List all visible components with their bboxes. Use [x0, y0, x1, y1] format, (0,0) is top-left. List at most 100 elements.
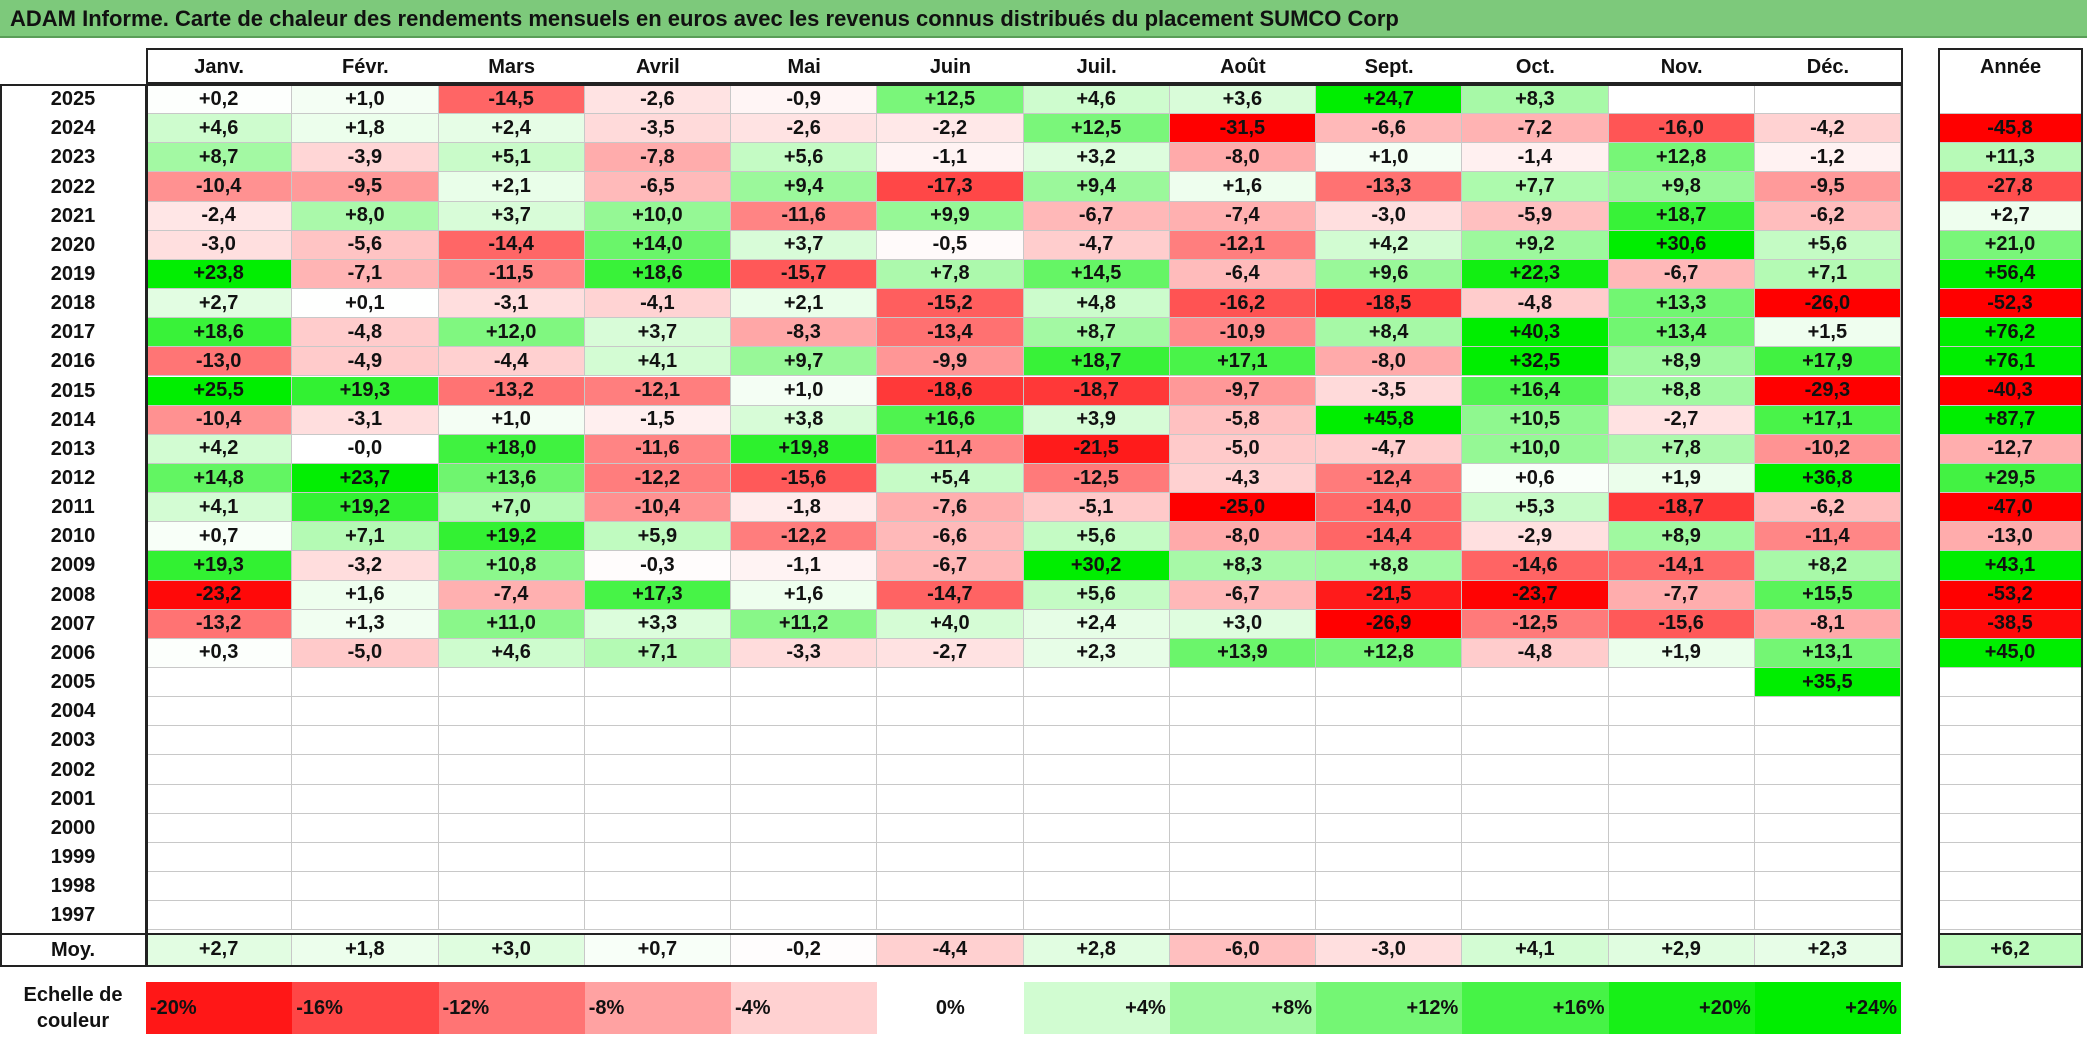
heatmap-cell — [1754, 901, 1901, 931]
heatmap-cell: -14,7 — [877, 580, 1024, 610]
heatmap-cell — [292, 726, 439, 756]
heatmap-cell: +40,3 — [1462, 318, 1609, 348]
heatmap-cell: +12,5 — [1023, 114, 1170, 144]
heatmap-cell — [1316, 755, 1463, 785]
heatmap-cell — [1023, 668, 1170, 698]
heatmap-cell: -1,2 — [1754, 143, 1901, 173]
heatmap-cell — [877, 755, 1024, 785]
heatmap-cell — [731, 813, 878, 843]
heatmap-cell: -15,6 — [1608, 609, 1755, 639]
year-label: 2004 — [50, 700, 96, 723]
year-label: 2024 — [50, 117, 96, 140]
heatmap-cell — [292, 784, 439, 814]
heatmap-cell: -11,4 — [1754, 522, 1901, 552]
color-scale-swatch: -16% — [292, 982, 439, 1034]
heatmap-cell: -9,9 — [877, 347, 1024, 377]
heatmap-cell: -4,7 — [1316, 434, 1463, 464]
heatmap-cell: -0,5 — [877, 230, 1024, 260]
heatmap-cell: -12,1 — [584, 376, 731, 406]
average-cell: +4,1 — [1462, 934, 1609, 966]
heatmap-cell: +17,1 — [1754, 405, 1901, 435]
heatmap-cell: -6,7 — [1169, 580, 1316, 610]
heatmap-cell: +8,3 — [1462, 85, 1609, 115]
heatmap-cell: -6,6 — [877, 522, 1024, 552]
heatmap-cell — [731, 784, 878, 814]
heatmap-cell — [1754, 726, 1901, 756]
average-cell: +1,8 — [292, 934, 439, 966]
heatmap-cell: -7,8 — [584, 143, 731, 173]
heatmap-cell — [877, 842, 1024, 873]
year-label: 2019 — [50, 262, 96, 285]
average-cell: -3,0 — [1316, 934, 1463, 966]
heatmap-cell: -18,7 — [1608, 493, 1755, 523]
heatmap-cell — [877, 784, 1024, 814]
heatmap-cell: -3,1 — [292, 405, 439, 435]
heatmap-cell: +3,7 — [584, 318, 731, 348]
heatmap-cell: +18,6 — [584, 259, 731, 290]
color-scale-swatch: -8% — [584, 982, 731, 1034]
month-header: Mai — [787, 55, 821, 78]
average-cell: +2,9 — [1608, 934, 1755, 966]
heatmap-cell: -7,2 — [1462, 114, 1609, 144]
heatmap-cell: -6,6 — [1316, 114, 1463, 144]
annual-cell: +76,2 — [1938, 318, 2083, 348]
heatmap-cell: +4,2 — [146, 434, 293, 464]
heatmap-cell: -14,4 — [438, 230, 585, 260]
year-label: 2022 — [50, 175, 96, 198]
heatmap-cell: +8,8 — [1316, 551, 1463, 581]
heatmap-cell: -11,4 — [877, 434, 1024, 464]
heatmap-cell — [1169, 842, 1316, 873]
heatmap-cell: +1,0 — [1316, 143, 1463, 173]
heatmap-cell: +4,0 — [877, 609, 1024, 639]
heatmap-cell: -23,2 — [146, 580, 293, 610]
year-label: 2016 — [50, 350, 96, 373]
heatmap-cell: +5,3 — [1462, 493, 1609, 523]
heatmap-cell: +13,3 — [1608, 289, 1755, 319]
average-cell: -4,4 — [877, 934, 1024, 966]
heatmap-cell — [877, 872, 1024, 902]
heatmap-cell: +3,2 — [1023, 143, 1170, 173]
heatmap-cell — [1754, 872, 1901, 902]
heatmap-cell — [1316, 668, 1463, 698]
heatmap-cell: +1,3 — [292, 609, 439, 639]
heatmap-cell — [584, 842, 731, 873]
heatmap-cell: -12,5 — [1462, 609, 1609, 639]
average-cell: +3,0 — [438, 934, 585, 966]
heatmap-cell — [292, 901, 439, 931]
color-scale-swatch: +16% — [1462, 982, 1609, 1034]
year-label: 2012 — [50, 467, 96, 489]
heatmap-cell — [292, 842, 439, 873]
heatmap-cell: -4,7 — [1023, 230, 1170, 260]
year-label: 2014 — [50, 408, 96, 431]
heatmap-cell — [438, 755, 585, 785]
heatmap-cell: -8,0 — [1169, 522, 1316, 552]
heatmap-cell — [1608, 813, 1755, 843]
heatmap-cell — [292, 872, 439, 902]
month-header: Déc. — [1806, 55, 1849, 78]
heatmap-cell — [877, 901, 1024, 931]
heatmap-cell: -3,9 — [292, 143, 439, 173]
heatmap-cell: +1,6 — [1169, 172, 1316, 202]
heatmap-cell: +11,0 — [438, 609, 585, 639]
heatmap-cell — [1023, 813, 1170, 843]
annual-cell: +29,5 — [1938, 463, 2083, 494]
heatmap-cell: -6,7 — [1023, 201, 1170, 231]
heatmap-cell: -4,3 — [1169, 463, 1316, 494]
heatmap-cell — [584, 872, 731, 902]
year-label: 2017 — [50, 321, 96, 344]
heatmap-cell — [877, 668, 1024, 698]
heatmap-cell — [1462, 668, 1609, 698]
heatmap-cell: +18,7 — [1023, 347, 1170, 377]
heatmap-cell: +13,4 — [1608, 318, 1755, 348]
heatmap-cell: +10,0 — [1462, 434, 1609, 464]
annual-cell: -53,2 — [1938, 580, 2083, 610]
heatmap-cell — [1023, 901, 1170, 931]
heatmap-cell: +23,7 — [292, 463, 439, 494]
heatmap-cell — [1316, 901, 1463, 931]
annual-cell — [1938, 726, 2083, 756]
heatmap-cell: -8,0 — [1169, 143, 1316, 173]
heatmap-cell: -3,1 — [438, 289, 585, 319]
annual-cell: +45,0 — [1938, 638, 2083, 668]
heatmap-cell: +8,8 — [1608, 376, 1755, 406]
annual-header: Année — [1979, 55, 2042, 78]
